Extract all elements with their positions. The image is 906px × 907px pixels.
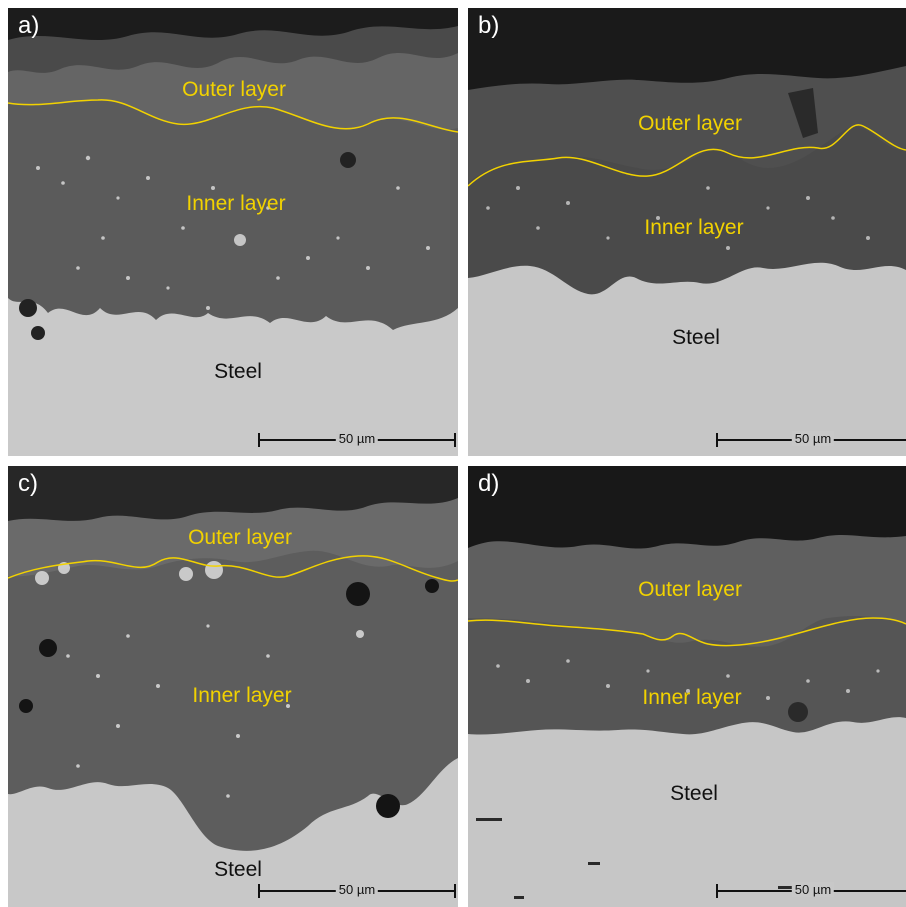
inner-layer-label-d: Inner layer: [642, 686, 742, 709]
outer-inner-boundary-d: [468, 617, 906, 647]
steel-label-b: Steel: [672, 326, 720, 349]
outer-layer-label-d: Outer layer: [638, 578, 742, 601]
micrograph-panel-d: d) Outer layer Inner layer Steel 50 µm: [468, 466, 906, 907]
outer-inner-boundary-b: [468, 124, 906, 187]
outer-inner-boundary-c: [8, 555, 458, 582]
sem-image-b: [468, 8, 906, 456]
scale-bar-b: 50 µm: [716, 431, 906, 447]
sem-image-c: [8, 466, 458, 907]
panel-tag-c: c): [18, 470, 38, 497]
micrograph-panel-b: b) Outer layer Inner layer Steel 50 µm: [468, 8, 906, 456]
sem-image-d: [468, 466, 906, 907]
micrograph-panel-c: c) Outer layer Inner layer Steel 50 µm: [8, 466, 458, 907]
scale-bar-a: 50 µm: [258, 431, 456, 447]
scale-bar-label-b: 50 µm: [791, 431, 835, 446]
outer-layer-label-a: Outer layer: [182, 78, 286, 101]
inner-layer-label-c: Inner layer: [192, 684, 292, 707]
scale-bar-label-a: 50 µm: [335, 431, 379, 446]
outer-layer-label-b: Outer layer: [638, 112, 742, 135]
steel-label-d: Steel: [670, 782, 718, 805]
inner-layer-label-a: Inner layer: [186, 192, 286, 215]
outer-inner-boundary-a: [8, 99, 458, 133]
scale-bar-d: 50 µm: [716, 882, 906, 898]
steel-label-c: Steel: [214, 858, 262, 881]
scale-bar-label-d: 50 µm: [791, 882, 835, 897]
panel-tag-b: b): [478, 12, 500, 39]
sem-image-a: [8, 8, 458, 456]
steel-label-a: Steel: [214, 360, 262, 383]
panel-tag-d: d): [478, 470, 500, 497]
outer-layer-label-c: Outer layer: [188, 526, 292, 549]
scale-bar-label-c: 50 µm: [335, 882, 379, 897]
micrograph-panel-a: a) Outer layer Inner layer Steel 50 µm: [8, 8, 458, 456]
panel-tag-a: a): [18, 12, 40, 39]
inner-layer-label-b: Inner layer: [644, 216, 744, 239]
scale-bar-c: 50 µm: [258, 882, 456, 898]
